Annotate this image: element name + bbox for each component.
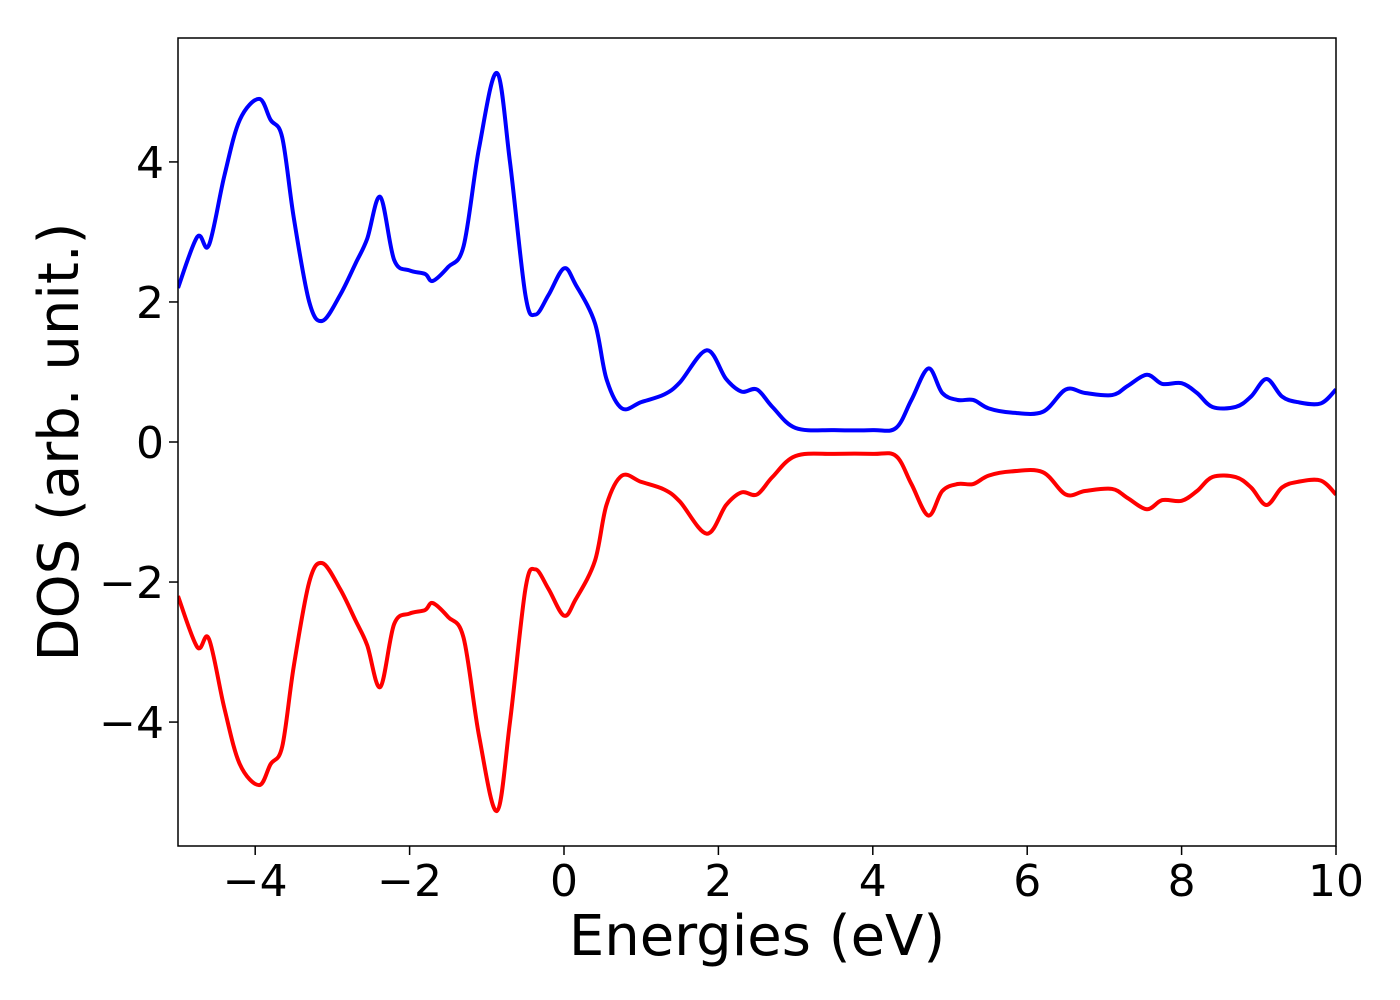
y-tick-label: −4 <box>99 698 164 749</box>
x-tick-label: 6 <box>1013 856 1041 907</box>
x-tick-label: −2 <box>377 856 442 907</box>
data-line <box>178 71 1336 433</box>
y-tick-label: 0 <box>136 418 164 469</box>
x-tick-label: 2 <box>704 856 732 907</box>
x-tick-label: −4 <box>223 856 288 907</box>
x-tick-label: 0 <box>550 856 578 907</box>
x-tick-label: 10 <box>1308 856 1364 907</box>
y-tick-label: 2 <box>136 278 164 329</box>
plot-frame <box>177 37 1337 847</box>
y-tick-label: 4 <box>136 138 164 189</box>
x-tick-label: 4 <box>859 856 887 907</box>
y-axis-label: DOS (arb. unit.) <box>27 222 92 661</box>
y-tick-label: −2 <box>99 558 164 609</box>
data-line <box>178 451 1336 813</box>
x-tick-label: 8 <box>1168 856 1196 907</box>
x-axis-label: Energies (eV) <box>569 904 945 969</box>
